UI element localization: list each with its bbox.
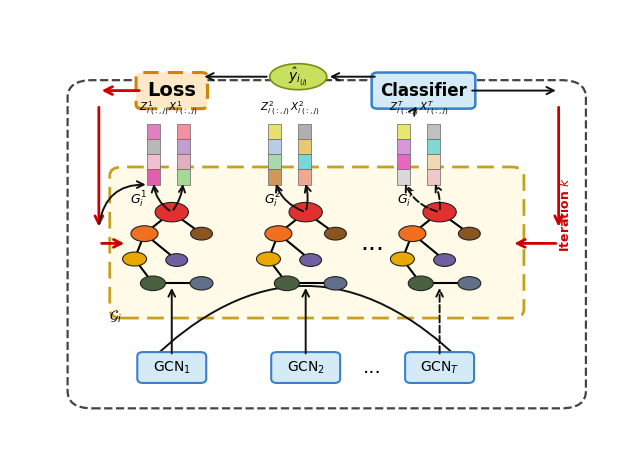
Ellipse shape xyxy=(434,253,456,267)
Text: $\mathrm{GCN}_2$: $\mathrm{GCN}_2$ xyxy=(287,359,324,376)
Text: Classifier: Classifier xyxy=(380,82,467,100)
FancyArrowPatch shape xyxy=(406,186,437,212)
FancyArrowPatch shape xyxy=(555,107,563,224)
FancyBboxPatch shape xyxy=(397,154,410,170)
Text: $\hat{y}_{i_{(j)}}$: $\hat{y}_{i_{(j)}}$ xyxy=(288,65,308,88)
FancyBboxPatch shape xyxy=(147,124,160,139)
FancyBboxPatch shape xyxy=(298,124,311,139)
FancyBboxPatch shape xyxy=(177,170,189,185)
FancyBboxPatch shape xyxy=(271,352,340,383)
FancyBboxPatch shape xyxy=(147,139,160,154)
Text: $\mathrm{GCN}_T$: $\mathrm{GCN}_T$ xyxy=(420,359,460,376)
Text: Iteration $k$: Iteration $k$ xyxy=(558,176,572,252)
FancyBboxPatch shape xyxy=(68,80,586,408)
Ellipse shape xyxy=(458,276,481,290)
FancyBboxPatch shape xyxy=(298,170,311,185)
FancyBboxPatch shape xyxy=(147,170,160,185)
Text: $G_i^T$: $G_i^T$ xyxy=(397,190,416,210)
FancyBboxPatch shape xyxy=(428,139,440,154)
FancyArrowPatch shape xyxy=(173,186,185,210)
FancyBboxPatch shape xyxy=(269,170,282,185)
Ellipse shape xyxy=(324,276,347,290)
FancyArrowPatch shape xyxy=(472,87,554,94)
Ellipse shape xyxy=(458,227,480,240)
Ellipse shape xyxy=(275,276,300,290)
FancyBboxPatch shape xyxy=(269,124,282,139)
Text: $X^{T}_{i\;(:,j)}$: $X^{T}_{i\;(:,j)}$ xyxy=(419,100,449,118)
Ellipse shape xyxy=(155,202,188,222)
FancyArrowPatch shape xyxy=(168,290,175,354)
Text: Loss: Loss xyxy=(147,81,196,100)
FancyArrowPatch shape xyxy=(436,186,441,209)
Ellipse shape xyxy=(423,202,456,222)
Text: ...: ... xyxy=(364,358,382,377)
FancyArrowPatch shape xyxy=(302,290,309,354)
FancyArrowPatch shape xyxy=(276,186,303,211)
FancyBboxPatch shape xyxy=(397,170,410,185)
Ellipse shape xyxy=(399,226,426,242)
Text: $Z^{1}_{i\;(:,j)}$: $Z^{1}_{i\;(:,j)}$ xyxy=(139,100,168,118)
FancyArrowPatch shape xyxy=(207,73,267,80)
FancyArrowPatch shape xyxy=(95,107,103,224)
FancyBboxPatch shape xyxy=(428,170,440,185)
FancyArrowPatch shape xyxy=(152,186,170,211)
FancyBboxPatch shape xyxy=(298,154,311,170)
Ellipse shape xyxy=(131,226,158,242)
FancyArrowPatch shape xyxy=(332,73,375,80)
FancyArrowPatch shape xyxy=(517,239,556,247)
FancyArrowPatch shape xyxy=(99,181,143,223)
FancyBboxPatch shape xyxy=(136,73,207,109)
Ellipse shape xyxy=(289,202,323,222)
Text: $\mathcal{G}_i$: $\mathcal{G}_i$ xyxy=(109,308,122,325)
FancyBboxPatch shape xyxy=(298,139,311,154)
FancyArrowPatch shape xyxy=(102,239,121,247)
FancyArrowPatch shape xyxy=(436,290,443,354)
Text: $G_i^1$: $G_i^1$ xyxy=(129,190,147,210)
Ellipse shape xyxy=(140,276,165,290)
FancyArrowPatch shape xyxy=(105,87,140,94)
Ellipse shape xyxy=(269,64,327,90)
Ellipse shape xyxy=(123,252,147,266)
FancyBboxPatch shape xyxy=(110,167,524,318)
FancyBboxPatch shape xyxy=(405,352,474,383)
Text: ...: ... xyxy=(361,231,385,255)
Ellipse shape xyxy=(166,253,188,267)
Ellipse shape xyxy=(191,227,212,240)
FancyBboxPatch shape xyxy=(177,154,189,170)
Text: $Z^{2}_{i\;(:,j)}$: $Z^{2}_{i\;(:,j)}$ xyxy=(260,100,290,118)
FancyBboxPatch shape xyxy=(138,352,206,383)
FancyBboxPatch shape xyxy=(269,154,282,170)
Text: $Z^{T}_{i\;(:,j)}$: $Z^{T}_{i\;(:,j)}$ xyxy=(389,100,419,118)
Text: $X^{2}_{i\;(:,j)}$: $X^{2}_{i\;(:,j)}$ xyxy=(290,100,319,118)
FancyBboxPatch shape xyxy=(397,139,410,154)
Ellipse shape xyxy=(324,227,346,240)
FancyBboxPatch shape xyxy=(397,124,410,139)
Ellipse shape xyxy=(190,276,213,290)
Ellipse shape xyxy=(257,252,280,266)
FancyArrowPatch shape xyxy=(409,108,415,116)
FancyArrowPatch shape xyxy=(147,286,466,366)
Ellipse shape xyxy=(408,276,433,290)
FancyBboxPatch shape xyxy=(177,124,189,139)
FancyBboxPatch shape xyxy=(428,154,440,170)
Text: $\mathrm{GCN}_1$: $\mathrm{GCN}_1$ xyxy=(153,359,191,376)
FancyBboxPatch shape xyxy=(428,124,440,139)
FancyArrowPatch shape xyxy=(305,186,310,209)
FancyBboxPatch shape xyxy=(177,139,189,154)
Ellipse shape xyxy=(390,252,414,266)
FancyBboxPatch shape xyxy=(372,73,476,109)
Text: $X^{1}_{i\;(:,j)}$: $X^{1}_{i\;(:,j)}$ xyxy=(168,100,198,118)
FancyBboxPatch shape xyxy=(269,139,282,154)
Text: $G_i^2$: $G_i^2$ xyxy=(264,190,281,210)
Ellipse shape xyxy=(265,226,292,242)
Ellipse shape xyxy=(300,253,321,267)
FancyBboxPatch shape xyxy=(147,154,160,170)
